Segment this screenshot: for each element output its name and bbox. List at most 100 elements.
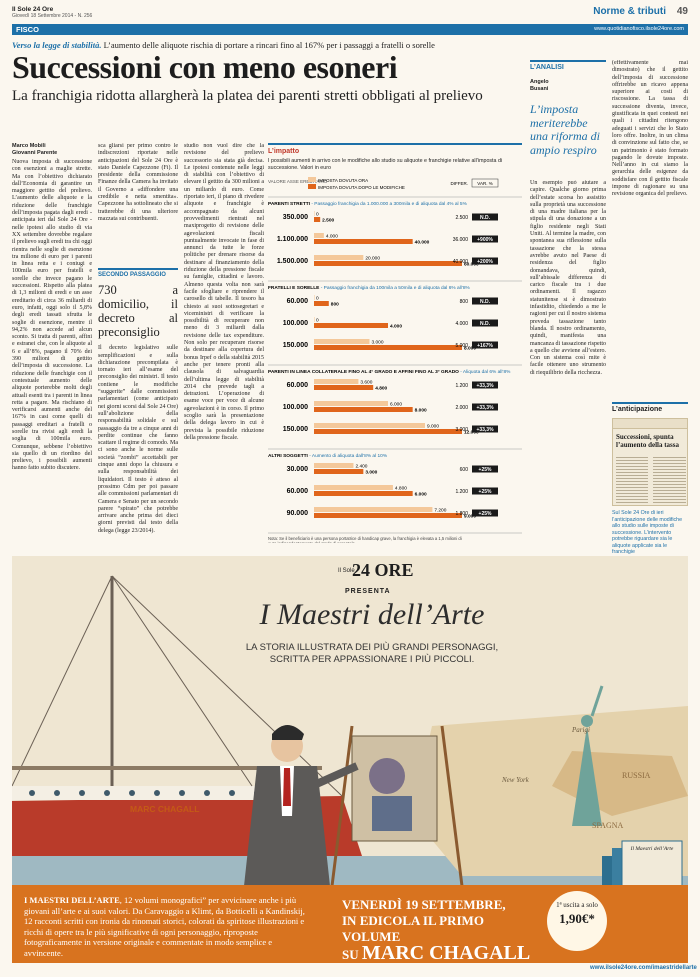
map-label-new-york: New York: [502, 776, 529, 784]
bar-current-label: 4.000: [326, 234, 338, 240]
bar-current: [314, 255, 364, 260]
section-title: Norme & tributi: [593, 6, 666, 17]
bar-current: [314, 507, 433, 512]
row-diff: 2.500: [455, 215, 468, 221]
analysis-author: Angelo Busani: [530, 79, 549, 92]
row-diff: 4.000: [455, 321, 468, 327]
bar-proposed: [314, 323, 388, 328]
book-cover-title: Il Maestri dell’Arte: [630, 846, 674, 852]
kicker: Verso la legge di stabilità. L’aumento d…: [12, 40, 522, 50]
bar-proposed-label: 800: [331, 302, 339, 308]
issue-date: Giovedì 18 Settembre 2014 - N. 256: [12, 13, 93, 19]
row-pct-bg: [472, 213, 498, 221]
bar-current: [314, 401, 388, 406]
price-value: 1,90€*: [559, 911, 595, 926]
bar-proposed-label: 12.000: [464, 430, 479, 436]
row-label: 100.000: [283, 320, 308, 327]
row-pct: +33,3%: [476, 427, 494, 433]
row-pct-bg: [472, 425, 498, 433]
bar-current-label: 0: [316, 318, 319, 324]
row-pct-bg: [472, 403, 498, 411]
row-pct-bg: [472, 297, 498, 305]
row-pct: +200%: [477, 259, 493, 265]
group-title-desc: - Passaggio franchigia da 1.000.000 a 30…: [310, 201, 468, 207]
group-title-desc: - Aliquota dal 6% all’8%: [459, 369, 511, 375]
ad-tagline: LA STORIA ILLUSTRATA DEI PIÙ GRANDI PERS…: [245, 642, 499, 665]
masthead: Il Sole 24 Ore Giovedì 18 Settembre 2014…: [12, 6, 688, 20]
ad-release-artist: MARC CHAGALL: [361, 942, 531, 964]
bar-proposed-label: 3.000: [365, 470, 377, 476]
kicker-text: L’aumento delle aliquote rischia di port…: [101, 40, 435, 50]
ad-release-su: SU: [342, 947, 362, 962]
price-badge: 1ª uscita a solo 1,90€*: [547, 891, 607, 951]
article-text-2: sca gliarsi per primo contro le indiscre…: [98, 143, 178, 222]
newspaper-name: Il Sole 24 Ore: [12, 6, 54, 13]
bar-current: [314, 317, 315, 322]
impact-chart: L’impatto I possibili aumenti in arrivo …: [268, 143, 522, 548]
box-text: Il decreto legislativo sulle semplificaz…: [98, 345, 178, 534]
bar-proposed-label: 8.000: [464, 346, 476, 352]
bar-proposed-label: 4.000: [390, 324, 402, 330]
anticipation-label: L’anticipazione: [612, 402, 688, 413]
ad-copy-text: , 12 volumi monografici” per avvicinare …: [24, 895, 305, 958]
legend-proposed: IMPOSTA DOVUTA DOPO LE MODIFICHE: [318, 185, 405, 190]
row-label: 1.100.000: [277, 236, 308, 243]
legend-pct-box: [471, 178, 499, 188]
bar-proposed: [314, 301, 329, 306]
ad-release-volume: IN EDICOLA IL PRIMO VOLUME: [342, 913, 484, 944]
bar-current-label: 6.000: [390, 402, 402, 408]
ad-illustration: [12, 575, 688, 936]
ad-presenta: PRESENTA: [345, 588, 391, 595]
bar-proposed: [314, 429, 462, 434]
chart-description: I possibili aumenti in arrivo con le mod…: [268, 158, 503, 171]
bar-proposed: [314, 261, 462, 266]
bar-proposed: [314, 217, 321, 222]
analysis-label: L’ANALISI: [530, 60, 606, 71]
row-pct: N.D.: [480, 215, 491, 221]
ad-banner[interactable]: I MAESTRI DELL’ARTE, 12 volumi monografi…: [12, 885, 688, 963]
row-label: 1.500.000: [277, 258, 308, 265]
row-pct: +33,3%: [476, 383, 494, 389]
bar-proposed: [314, 239, 413, 244]
bar-current-label: 4.800: [395, 486, 407, 492]
row-diff: 600: [460, 467, 469, 473]
bar-current-label: 3.000: [372, 340, 384, 346]
bar-current: [314, 379, 359, 384]
chart-title: L’impatto: [268, 148, 300, 155]
row-pct-bg: [472, 509, 498, 517]
section-url[interactable]: www.quotidianofisco.ilsole24ore.com: [594, 26, 684, 32]
row-pct: +25%: [479, 511, 492, 517]
thumbnail-headline: Successioni, spunta l’aumento della tass…: [616, 433, 679, 449]
map-label-paris: Parigi: [572, 726, 590, 734]
row-pct: +25%: [479, 467, 492, 473]
ad-footnote-url[interactable]: www.ilsole24ore.com/imaestridellarte: [590, 965, 697, 971]
legend-current: IMPOSTA DOVUTA ORA: [318, 178, 368, 183]
row-diff: 3.000: [455, 427, 468, 433]
bar-current: [314, 423, 425, 428]
row-pct: N.D.: [480, 299, 491, 305]
bar-proposed: [314, 469, 364, 474]
map-label-spain: SPAGNA: [592, 821, 624, 830]
row-label: 350.000: [283, 214, 308, 221]
row-label: 150.000: [283, 342, 308, 349]
ad-brand-small: Il Sole: [338, 568, 355, 574]
row-label: 60.000: [287, 488, 309, 495]
group-title-desc: - Passaggio franchigia da 100mila a 50mi…: [319, 285, 470, 291]
row-diff: 36.000: [453, 237, 469, 243]
page-number: 49: [676, 6, 688, 17]
row-pct-bg: [472, 341, 498, 349]
analysis-column: L’ANALISI Angelo Busani L’imposta merite…: [530, 60, 606, 550]
analysis-text-continued: (effettivamente mai dimostrato) che il g…: [612, 60, 688, 198]
bar-current: [314, 211, 315, 216]
bar-proposed: [314, 407, 413, 412]
article-text-3: studio non vuol dire che la revisione de…: [184, 143, 264, 441]
bar-current-label: 20.000: [365, 256, 380, 262]
bar-proposed: [314, 345, 462, 350]
row-diff: 1.800: [455, 511, 468, 517]
front-page-thumbnail: Successioni, spunta l’aumento della tass…: [612, 418, 688, 506]
bar-current: [314, 463, 354, 468]
legend-swatch-current: [308, 177, 316, 182]
bar-proposed-label: 40.000: [415, 240, 430, 246]
row-pct-bg: [472, 319, 498, 327]
legend-header: VALORE ASSE EREDITARIO: [268, 179, 328, 184]
